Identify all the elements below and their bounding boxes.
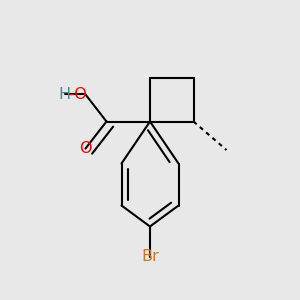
Text: Br: Br — [141, 249, 159, 264]
Text: H: H — [58, 87, 70, 102]
Text: O: O — [79, 141, 92, 156]
Text: -O: -O — [68, 87, 87, 102]
